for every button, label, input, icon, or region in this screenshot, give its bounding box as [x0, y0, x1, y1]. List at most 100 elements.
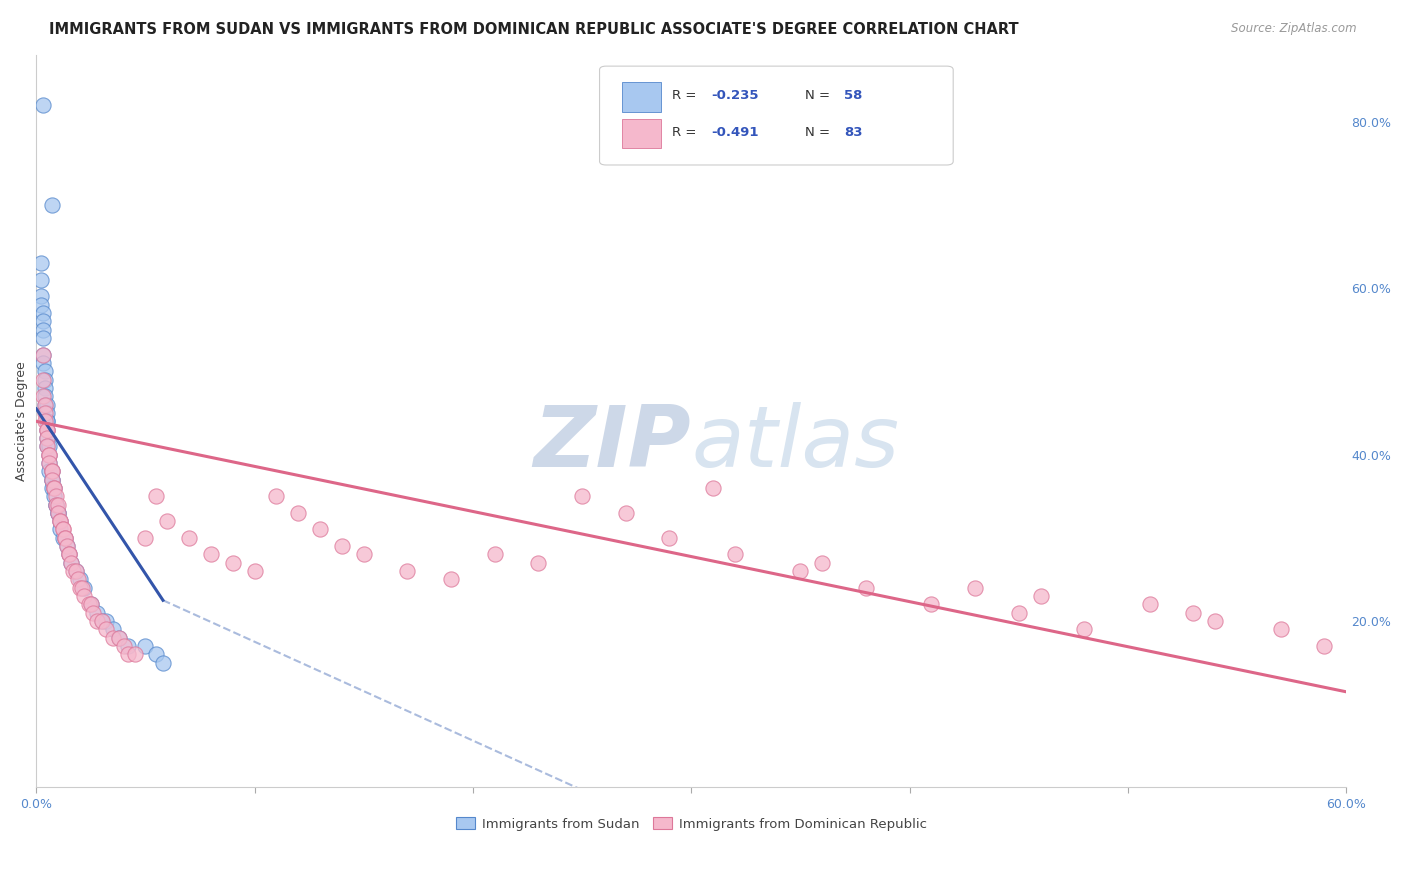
Point [90, 614, 112, 628]
Point [69, 573, 91, 587]
Point [37, 423, 59, 437]
Point [34, 398, 56, 412]
Point [108, 631, 131, 645]
Point [73, 589, 96, 603]
Point [31, 389, 53, 403]
Point [34, 381, 56, 395]
Point [70, 581, 93, 595]
Point [56, 539, 79, 553]
Text: -0.235: -0.235 [711, 89, 758, 102]
Text: IMMIGRANTS FROM SUDAN VS IMMIGRANTS FROM DOMINICAN REPUBLIC ASSOCIATE'S DEGREE C: IMMIGRANTS FROM SUDAN VS IMMIGRANTS FROM… [49, 22, 1019, 37]
Point [1313, 639, 1336, 653]
Point [80, 598, 103, 612]
Point [37, 439, 59, 453]
Text: -0.491: -0.491 [711, 126, 758, 138]
Point [60, 556, 83, 570]
Point [31, 373, 53, 387]
Point [31, 348, 53, 362]
Point [65, 564, 87, 578]
Point [41, 198, 63, 212]
Point [811, 556, 834, 570]
Point [42, 481, 65, 495]
Text: atlas: atlas [692, 401, 900, 484]
Point [96, 623, 118, 637]
Point [1204, 614, 1226, 628]
Bar [621, 82, 661, 112]
Point [45, 498, 67, 512]
Point [34, 389, 56, 403]
Point [37, 431, 59, 445]
Point [38, 464, 60, 478]
Point [34, 373, 56, 387]
Point [1073, 623, 1095, 637]
Point [34, 414, 56, 428]
Point [108, 631, 131, 645]
Text: ZIP: ZIP [534, 401, 692, 484]
Point [31, 356, 53, 370]
Point [53, 531, 76, 545]
Point [963, 581, 986, 595]
Legend: Immigrants from Sudan, Immigrants from Dominican Republic: Immigrants from Sudan, Immigrants from D… [450, 812, 932, 836]
Point [46, 506, 69, 520]
Point [80, 598, 103, 612]
Point [37, 423, 59, 437]
Point [117, 648, 139, 662]
Point [1008, 606, 1031, 620]
Point [41, 473, 63, 487]
Point [200, 548, 222, 562]
Point [45, 498, 67, 512]
Point [41, 473, 63, 487]
Point [41, 464, 63, 478]
Point [37, 406, 59, 420]
FancyBboxPatch shape [599, 66, 953, 165]
Point [38, 448, 60, 462]
Point [41, 481, 63, 495]
Point [42, 489, 65, 503]
Point [30, 289, 52, 303]
Point [73, 581, 96, 595]
Point [1270, 623, 1292, 637]
Text: 58: 58 [845, 89, 863, 102]
Point [789, 564, 811, 578]
Point [37, 439, 59, 453]
Point [37, 398, 59, 412]
Text: N =: N = [806, 89, 834, 102]
Point [30, 298, 52, 312]
Point [134, 531, 156, 545]
Point [152, 656, 174, 670]
Point [38, 439, 60, 453]
Point [124, 648, 146, 662]
Bar [621, 119, 661, 148]
Point [145, 648, 167, 662]
Point [49, 514, 72, 528]
Point [58, 548, 80, 562]
Point [34, 364, 56, 378]
Point [96, 614, 118, 628]
Point [309, 523, 332, 537]
Point [101, 623, 124, 637]
Point [62, 564, 84, 578]
Point [46, 498, 69, 512]
Point [145, 489, 167, 503]
Point [49, 514, 72, 528]
Text: N =: N = [806, 126, 834, 138]
Point [37, 414, 59, 428]
Point [49, 514, 72, 528]
Point [34, 398, 56, 412]
Point [42, 481, 65, 495]
Point [156, 514, 179, 528]
Point [51, 523, 73, 537]
Point [112, 639, 135, 653]
Point [53, 531, 76, 545]
Point [31, 348, 53, 362]
Point [484, 548, 506, 562]
Point [45, 498, 67, 512]
Point [49, 523, 72, 537]
Point [34, 406, 56, 420]
Point [41, 473, 63, 487]
Point [37, 414, 59, 428]
Point [614, 506, 637, 520]
Point [658, 531, 681, 545]
Point [571, 489, 593, 503]
Point [82, 606, 104, 620]
